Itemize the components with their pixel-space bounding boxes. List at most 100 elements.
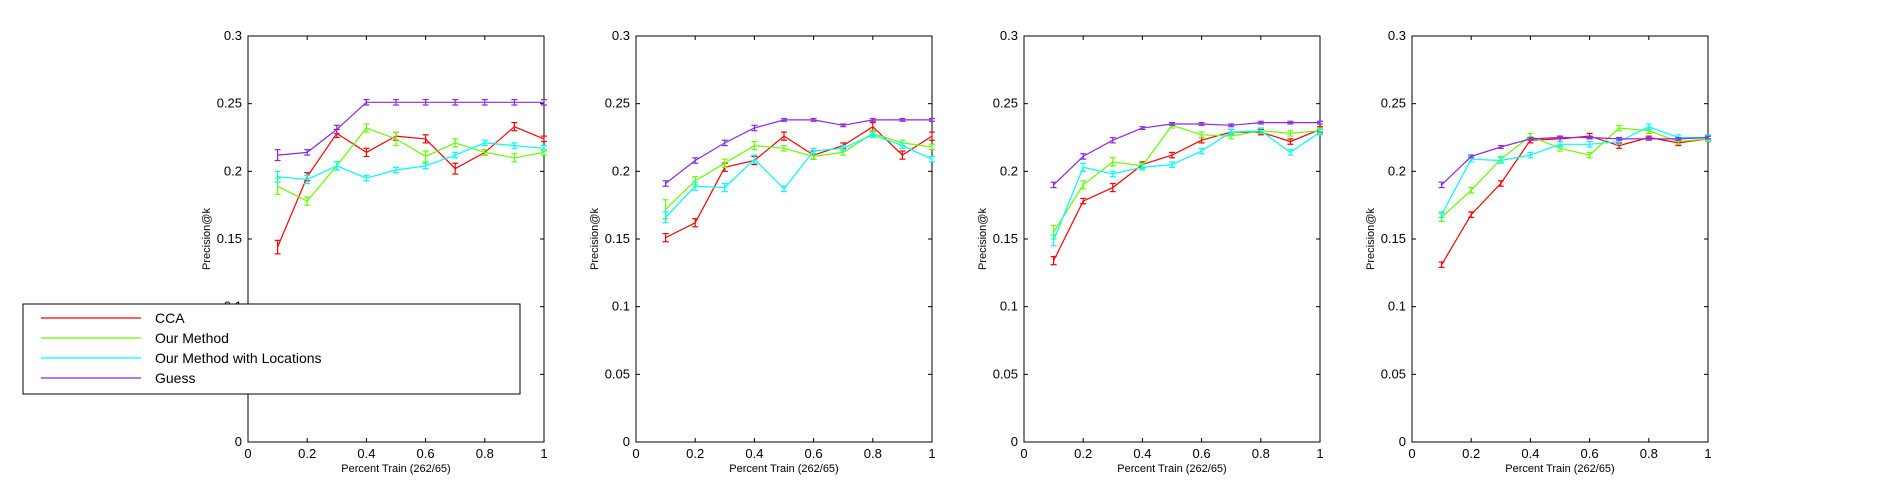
y-tick-label: 0.15 bbox=[217, 231, 242, 246]
data-point bbox=[541, 145, 547, 152]
x-tick-label: 0.8 bbox=[476, 446, 494, 461]
y-tick-label: 0 bbox=[1399, 434, 1406, 449]
series-line bbox=[277, 127, 545, 202]
data-point bbox=[274, 170, 281, 183]
data-point bbox=[662, 211, 669, 224]
data-point bbox=[511, 122, 518, 132]
y-tick-label: 0 bbox=[623, 434, 630, 449]
legend-entry: CCA bbox=[41, 310, 185, 326]
data-point bbox=[422, 162, 429, 170]
series-4 bbox=[274, 99, 547, 162]
data-point bbox=[1497, 145, 1504, 149]
data-point bbox=[1228, 123, 1235, 128]
data-point bbox=[1557, 135, 1563, 140]
data-point bbox=[1438, 261, 1445, 269]
legend-box bbox=[22, 303, 521, 395]
data-point bbox=[422, 99, 429, 106]
data-point bbox=[452, 151, 459, 159]
data-point bbox=[481, 99, 488, 106]
data-point bbox=[810, 147, 817, 155]
data-point bbox=[452, 138, 459, 148]
data-point bbox=[1438, 211, 1445, 218]
data-point bbox=[1139, 163, 1146, 171]
data-point bbox=[452, 162, 459, 175]
y-tick-label: 0.25 bbox=[1381, 96, 1406, 111]
legend-label: Our Method bbox=[155, 330, 229, 346]
y-tick-label: 0.2 bbox=[612, 163, 630, 178]
y-tick-label: 0 bbox=[1011, 434, 1018, 449]
x-tick-label: 0.2 bbox=[1462, 446, 1480, 461]
data-point bbox=[840, 145, 847, 152]
data-point bbox=[751, 154, 758, 164]
chart-panel-1: 00.050.10.150.20.250.300.20.40.60.81Perc… bbox=[201, 28, 548, 475]
data-point bbox=[304, 196, 311, 206]
data-point bbox=[1675, 136, 1682, 141]
data-point bbox=[1586, 151, 1593, 159]
y-tick-label: 0.15 bbox=[993, 231, 1018, 246]
data-point bbox=[751, 124, 758, 132]
data-point bbox=[899, 142, 906, 149]
y-axis-label: Precision@k bbox=[977, 208, 989, 270]
data-point bbox=[692, 181, 699, 191]
plot-area bbox=[1023, 35, 1321, 443]
x-tick-label: 0 bbox=[632, 446, 639, 461]
data-point bbox=[1497, 157, 1504, 164]
data-point bbox=[393, 99, 399, 106]
series-4 bbox=[1438, 135, 1711, 189]
data-point bbox=[304, 149, 311, 156]
series-line bbox=[277, 126, 545, 248]
legend-entry: Our Method bbox=[41, 330, 229, 346]
data-point bbox=[1257, 120, 1264, 125]
x-tick-label: 0.4 bbox=[1521, 446, 1539, 461]
series-line bbox=[1441, 126, 1708, 215]
series-line bbox=[277, 142, 545, 181]
data-point bbox=[1616, 124, 1623, 132]
data-point bbox=[1109, 170, 1116, 178]
series-line bbox=[665, 134, 933, 218]
y-tick-label: 0.1 bbox=[1388, 299, 1406, 314]
legend-label: Our Method with Locations bbox=[155, 350, 322, 366]
series-line bbox=[665, 119, 932, 184]
x-axis-label: Percent Train (262/65) bbox=[341, 463, 450, 475]
data-point bbox=[1645, 136, 1652, 141]
data-point bbox=[1468, 154, 1475, 159]
x-axis-label: Percent Train (262/65) bbox=[1117, 463, 1226, 475]
series-line bbox=[1053, 121, 1320, 186]
data-point bbox=[274, 239, 281, 255]
data-point bbox=[662, 232, 669, 243]
y-tick-label: 0.25 bbox=[217, 96, 242, 111]
data-point bbox=[511, 99, 518, 106]
x-tick-label: 0 bbox=[1020, 446, 1027, 461]
data-point bbox=[1169, 161, 1175, 168]
data-point bbox=[929, 117, 935, 122]
chart-panel-3: 0 0.05 0.1 0.15 0.2 0.25 0.3 0 0.2 0.4 0.6 0.8 1 Perc… bbox=[977, 28, 1324, 475]
data-point bbox=[899, 117, 906, 122]
data-point bbox=[869, 131, 876, 139]
x-tick-label: 0.6 bbox=[1581, 446, 1599, 461]
data-point bbox=[1050, 181, 1057, 189]
legend-entry: Our Method with Locations bbox=[41, 350, 322, 366]
y-tick-label: 0.1 bbox=[612, 299, 630, 314]
series-3 bbox=[274, 139, 547, 185]
x-tick-label: 0.6 bbox=[805, 446, 823, 461]
y-tick-label: 0.2 bbox=[1000, 163, 1018, 178]
data-point bbox=[1317, 120, 1323, 125]
chart-panel-2: 0 0.05 0.1 0.15 0.2 0.25 0.3 0 0.2 0.4 0.6 0.8 1 Perc… bbox=[589, 28, 936, 475]
data-point bbox=[481, 149, 488, 156]
legend-label: Guess bbox=[155, 370, 195, 386]
y-tick-label: 0.25 bbox=[605, 96, 630, 111]
data-point bbox=[1080, 162, 1087, 172]
data-point bbox=[511, 153, 518, 163]
series-3 bbox=[1050, 127, 1323, 247]
x-tick-label: 1 bbox=[1316, 446, 1323, 461]
series-4 bbox=[662, 117, 935, 187]
data-point bbox=[363, 147, 370, 158]
data-point bbox=[481, 139, 488, 147]
x-tick-label: 0.6 bbox=[1193, 446, 1211, 461]
data-point bbox=[333, 161, 340, 171]
data-point bbox=[1109, 182, 1116, 193]
data-point bbox=[1139, 126, 1146, 130]
data-point bbox=[274, 149, 281, 162]
y-axis-label: Precision@k bbox=[1365, 208, 1377, 270]
series-3 bbox=[662, 131, 935, 224]
